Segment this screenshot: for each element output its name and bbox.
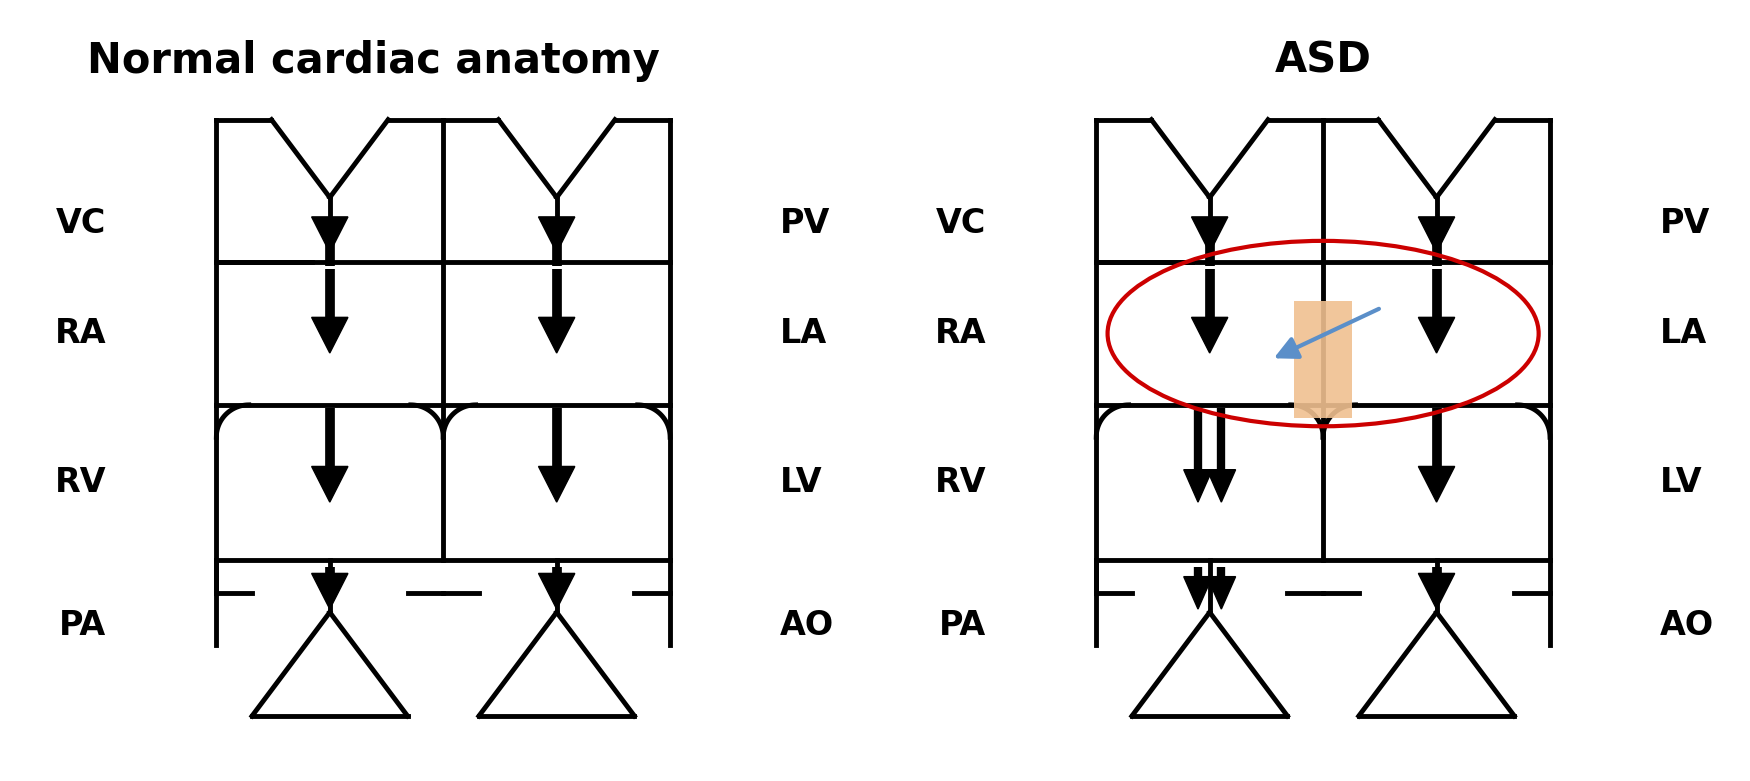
- Text: LV: LV: [780, 466, 822, 499]
- Polygon shape: [1183, 469, 1213, 502]
- Text: VC: VC: [56, 207, 107, 240]
- Polygon shape: [1419, 217, 1454, 252]
- Text: AO: AO: [1661, 608, 1715, 642]
- Polygon shape: [312, 217, 348, 252]
- Bar: [1293, 301, 1353, 418]
- Text: PA: PA: [938, 608, 985, 642]
- Polygon shape: [1208, 576, 1236, 609]
- Text: LA: LA: [780, 317, 828, 350]
- Text: RA: RA: [934, 317, 985, 350]
- Text: RA: RA: [54, 317, 107, 350]
- Text: RV: RV: [54, 466, 107, 499]
- Text: LA: LA: [1661, 317, 1708, 350]
- Polygon shape: [539, 317, 574, 353]
- Polygon shape: [539, 217, 574, 252]
- Text: Normal cardiac anatomy: Normal cardiac anatomy: [88, 40, 660, 82]
- Polygon shape: [1419, 317, 1454, 353]
- Polygon shape: [312, 573, 348, 609]
- Text: LV: LV: [1661, 466, 1703, 499]
- Text: AO: AO: [780, 608, 835, 642]
- Text: PV: PV: [1661, 207, 1710, 240]
- Text: VC: VC: [936, 207, 985, 240]
- Text: PA: PA: [60, 608, 107, 642]
- Polygon shape: [1192, 317, 1228, 353]
- Polygon shape: [1419, 573, 1454, 609]
- Polygon shape: [1183, 576, 1213, 609]
- Polygon shape: [1419, 466, 1454, 502]
- Polygon shape: [1208, 469, 1236, 502]
- Title: ASD: ASD: [1274, 40, 1372, 82]
- Polygon shape: [539, 573, 574, 609]
- Polygon shape: [539, 466, 574, 502]
- Polygon shape: [1192, 217, 1228, 252]
- Polygon shape: [312, 466, 348, 502]
- Text: PV: PV: [780, 207, 831, 240]
- Text: RV: RV: [934, 466, 985, 499]
- Polygon shape: [312, 317, 348, 353]
